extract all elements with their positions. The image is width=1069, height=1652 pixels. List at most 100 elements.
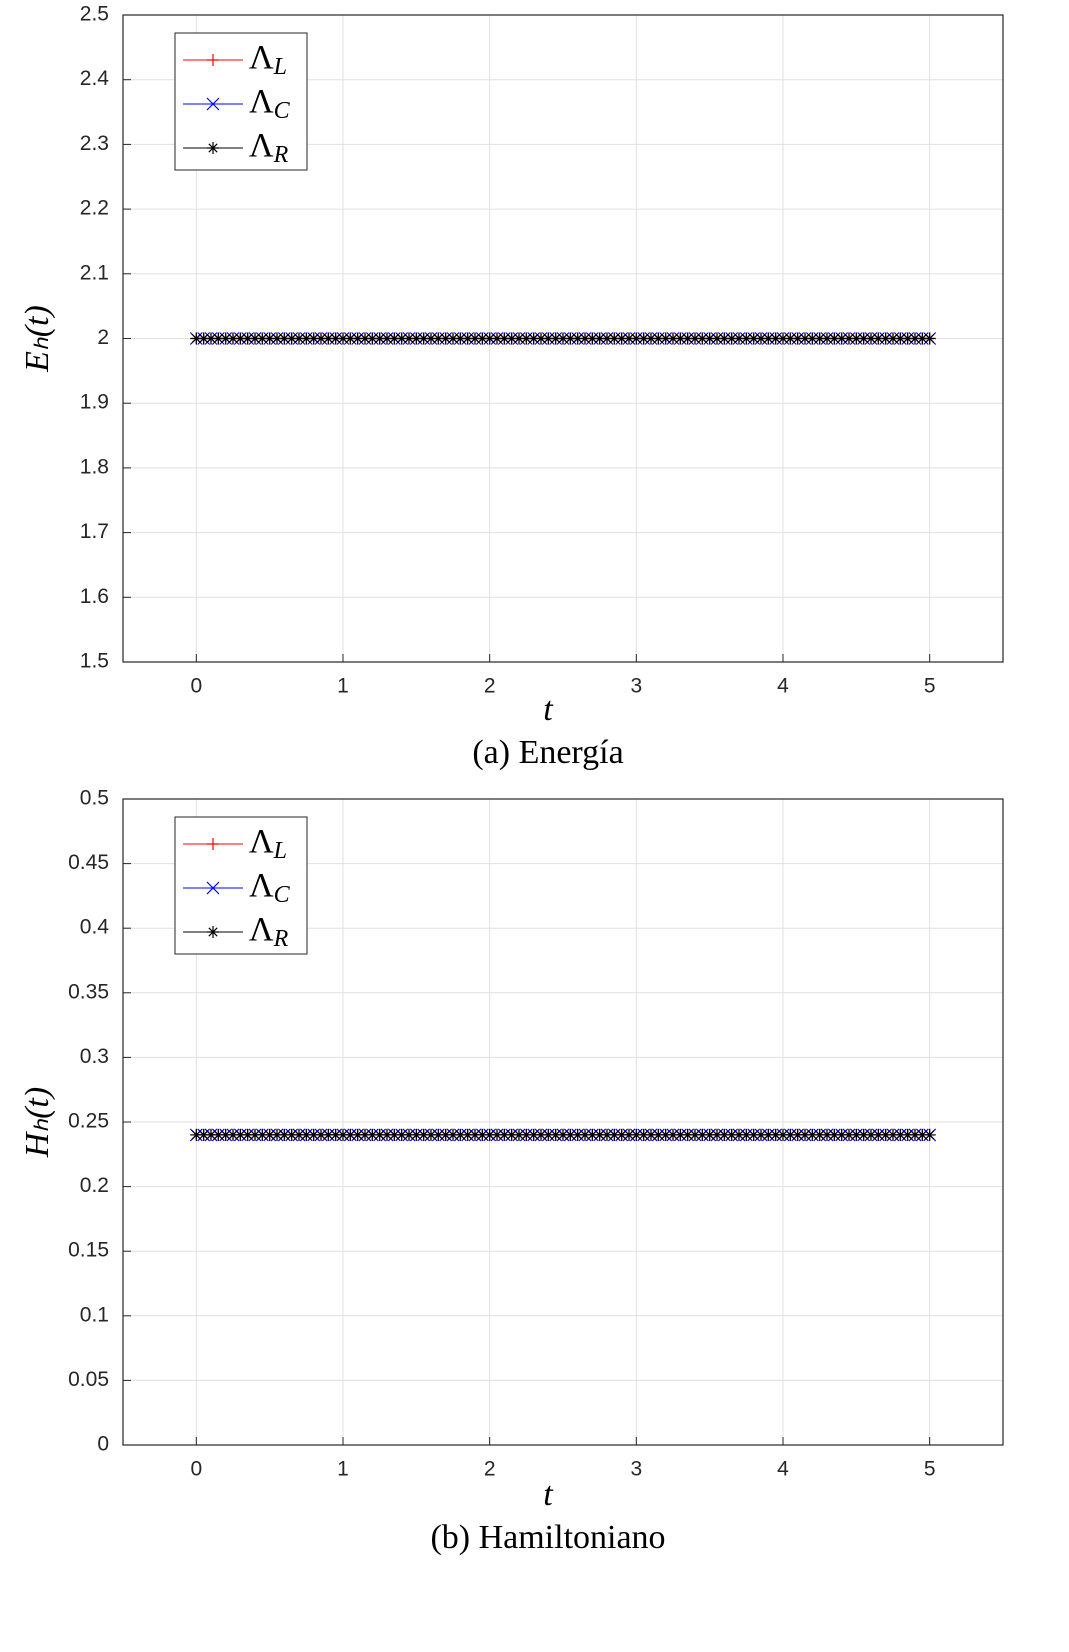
axes-box [122,798,1004,1446]
marker [439,1128,452,1141]
legend-marker [206,881,220,895]
marker [637,332,650,345]
legend-label: ΛL [249,823,287,864]
marker [366,332,379,345]
legend-label: ΛC [249,83,291,124]
marker [381,332,393,345]
marker [579,332,591,345]
marker [351,1128,364,1141]
marker [799,1128,811,1141]
marker [791,1128,804,1141]
marker [322,332,335,345]
marker [615,1128,628,1141]
marker [300,332,313,345]
marker [395,332,408,345]
y-tick-label: 1.9 [80,391,109,414]
legend-marker [207,838,219,850]
marker [417,1128,430,1141]
marker [813,1128,826,1141]
marker [571,1128,584,1141]
marker [263,1128,276,1141]
x-axis-label: t [543,691,554,728]
marker [674,332,687,345]
marker [542,1128,555,1141]
y-tick-label: 2.1 [80,261,109,284]
marker [916,332,929,345]
marker [344,332,357,345]
marker [271,1128,283,1141]
marker [623,1128,635,1141]
marker [637,1128,650,1141]
marker [432,332,445,345]
y-tick-label: 1.5 [80,650,109,673]
marker [703,332,716,345]
marker [505,1128,518,1141]
marker [659,1128,672,1141]
marker [718,1128,731,1141]
x-tick-label: 3 [630,675,642,698]
marker [205,1128,217,1141]
marker [901,1128,914,1141]
marker [498,332,511,345]
y-tick-label: 0.35 [68,980,109,1003]
marker [491,1128,503,1141]
marker [542,332,555,345]
marker [608,1128,621,1141]
marker [593,1128,606,1141]
marker [608,332,621,345]
y-tick-label: 0.45 [68,851,109,874]
marker [828,1128,841,1141]
marker [762,1128,775,1141]
marker [417,332,430,345]
marker [784,332,797,345]
marker [806,1128,819,1141]
marker [879,332,892,345]
marker [689,1128,701,1141]
x-tick-label: 5 [924,1458,936,1481]
marker [293,332,305,345]
caption: (a) Energía [472,734,623,771]
y-tick-label: 1.8 [80,455,109,478]
legend-marker [206,97,220,111]
marker [623,332,635,345]
marker [593,332,606,345]
y-axis-label: Hₕ(t) [19,1087,56,1158]
marker [762,332,775,345]
marker [461,332,474,345]
marker [887,1128,899,1141]
marker [879,1128,892,1141]
marker [630,1128,643,1141]
marker [285,1128,298,1141]
marker [703,1128,716,1141]
marker [733,332,745,345]
caption: (b) Hamiltoniano [430,1519,665,1556]
marker [850,332,863,345]
marker [329,1128,342,1141]
marker [894,332,907,345]
marker [740,332,753,345]
marker [696,332,709,345]
legend-label: ΛR [249,911,289,952]
marker [843,1128,855,1141]
marker [271,332,283,345]
legend-label: ΛR [249,127,289,168]
y-tick-label: 0.3 [80,1045,109,1068]
marker [901,332,914,345]
y-tick-label: 0 [97,1433,109,1456]
marker [586,332,599,345]
marker [843,332,855,345]
marker [322,1128,335,1141]
marker [777,1128,789,1141]
x-tick-label: 1 [337,1458,349,1481]
marker [725,332,738,345]
y-tick-label: 0.15 [68,1239,109,1262]
marker [227,1128,239,1141]
legend-box [174,816,308,955]
y-tick-label: 2.3 [80,132,109,155]
marker [740,1128,753,1141]
marker [263,332,276,345]
marker [388,1128,401,1141]
marker [645,1128,657,1141]
marker [219,1128,232,1141]
